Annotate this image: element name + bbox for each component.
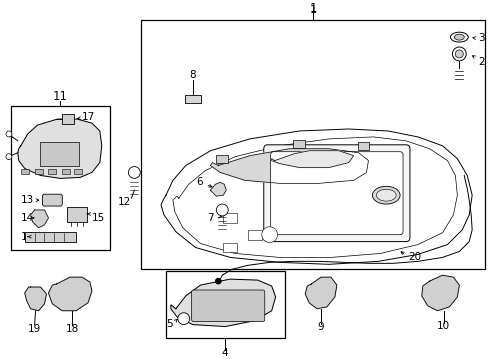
FancyBboxPatch shape bbox=[270, 152, 403, 235]
Circle shape bbox=[178, 313, 190, 325]
Bar bbox=[11, 106, 110, 249]
FancyBboxPatch shape bbox=[223, 243, 237, 252]
Text: 7: 7 bbox=[207, 213, 214, 223]
Circle shape bbox=[216, 278, 221, 284]
Circle shape bbox=[6, 131, 12, 137]
Polygon shape bbox=[18, 119, 102, 179]
FancyBboxPatch shape bbox=[358, 142, 369, 150]
FancyBboxPatch shape bbox=[217, 155, 228, 163]
Polygon shape bbox=[171, 279, 275, 327]
Text: 19: 19 bbox=[28, 324, 41, 333]
Text: 6: 6 bbox=[196, 177, 202, 187]
Circle shape bbox=[452, 47, 466, 61]
FancyBboxPatch shape bbox=[185, 95, 200, 103]
Text: 15: 15 bbox=[92, 213, 105, 223]
Ellipse shape bbox=[450, 32, 468, 42]
Polygon shape bbox=[422, 275, 459, 311]
FancyBboxPatch shape bbox=[192, 290, 265, 321]
Polygon shape bbox=[305, 277, 337, 309]
Ellipse shape bbox=[454, 34, 465, 40]
Text: 8: 8 bbox=[189, 70, 196, 80]
Text: 5: 5 bbox=[166, 319, 173, 329]
Text: 17: 17 bbox=[82, 112, 95, 122]
FancyBboxPatch shape bbox=[67, 207, 87, 222]
FancyBboxPatch shape bbox=[223, 213, 237, 223]
Polygon shape bbox=[271, 151, 354, 167]
Text: 2: 2 bbox=[478, 57, 485, 67]
Polygon shape bbox=[210, 183, 226, 196]
Ellipse shape bbox=[376, 189, 396, 201]
FancyBboxPatch shape bbox=[24, 232, 76, 242]
FancyBboxPatch shape bbox=[21, 168, 29, 175]
Circle shape bbox=[6, 154, 12, 159]
Polygon shape bbox=[24, 287, 47, 311]
Text: 18: 18 bbox=[66, 324, 79, 333]
FancyBboxPatch shape bbox=[49, 168, 56, 175]
Polygon shape bbox=[210, 149, 368, 183]
Text: 4: 4 bbox=[222, 348, 228, 358]
Bar bbox=[141, 21, 485, 269]
FancyBboxPatch shape bbox=[35, 168, 43, 175]
FancyBboxPatch shape bbox=[62, 168, 70, 175]
Text: 14: 14 bbox=[21, 213, 34, 223]
Circle shape bbox=[128, 167, 140, 179]
Text: 1: 1 bbox=[309, 2, 317, 15]
FancyBboxPatch shape bbox=[40, 142, 79, 166]
Text: 13: 13 bbox=[21, 195, 34, 205]
FancyBboxPatch shape bbox=[294, 140, 305, 148]
Circle shape bbox=[262, 227, 278, 243]
Circle shape bbox=[217, 204, 228, 216]
Text: 11: 11 bbox=[53, 90, 68, 103]
Text: 12: 12 bbox=[118, 197, 131, 207]
Text: 20: 20 bbox=[408, 252, 421, 262]
FancyBboxPatch shape bbox=[74, 168, 82, 175]
FancyBboxPatch shape bbox=[264, 145, 410, 242]
Polygon shape bbox=[49, 277, 92, 311]
Polygon shape bbox=[31, 210, 49, 228]
FancyBboxPatch shape bbox=[62, 114, 74, 124]
Ellipse shape bbox=[372, 186, 400, 204]
Circle shape bbox=[455, 50, 463, 58]
Text: 16: 16 bbox=[21, 232, 34, 242]
Text: 3: 3 bbox=[478, 33, 485, 43]
Text: 9: 9 bbox=[318, 321, 324, 332]
FancyBboxPatch shape bbox=[248, 230, 262, 240]
FancyBboxPatch shape bbox=[43, 194, 62, 206]
Text: 1: 1 bbox=[310, 5, 317, 15]
Bar bbox=[166, 271, 285, 338]
Text: 10: 10 bbox=[437, 320, 450, 330]
